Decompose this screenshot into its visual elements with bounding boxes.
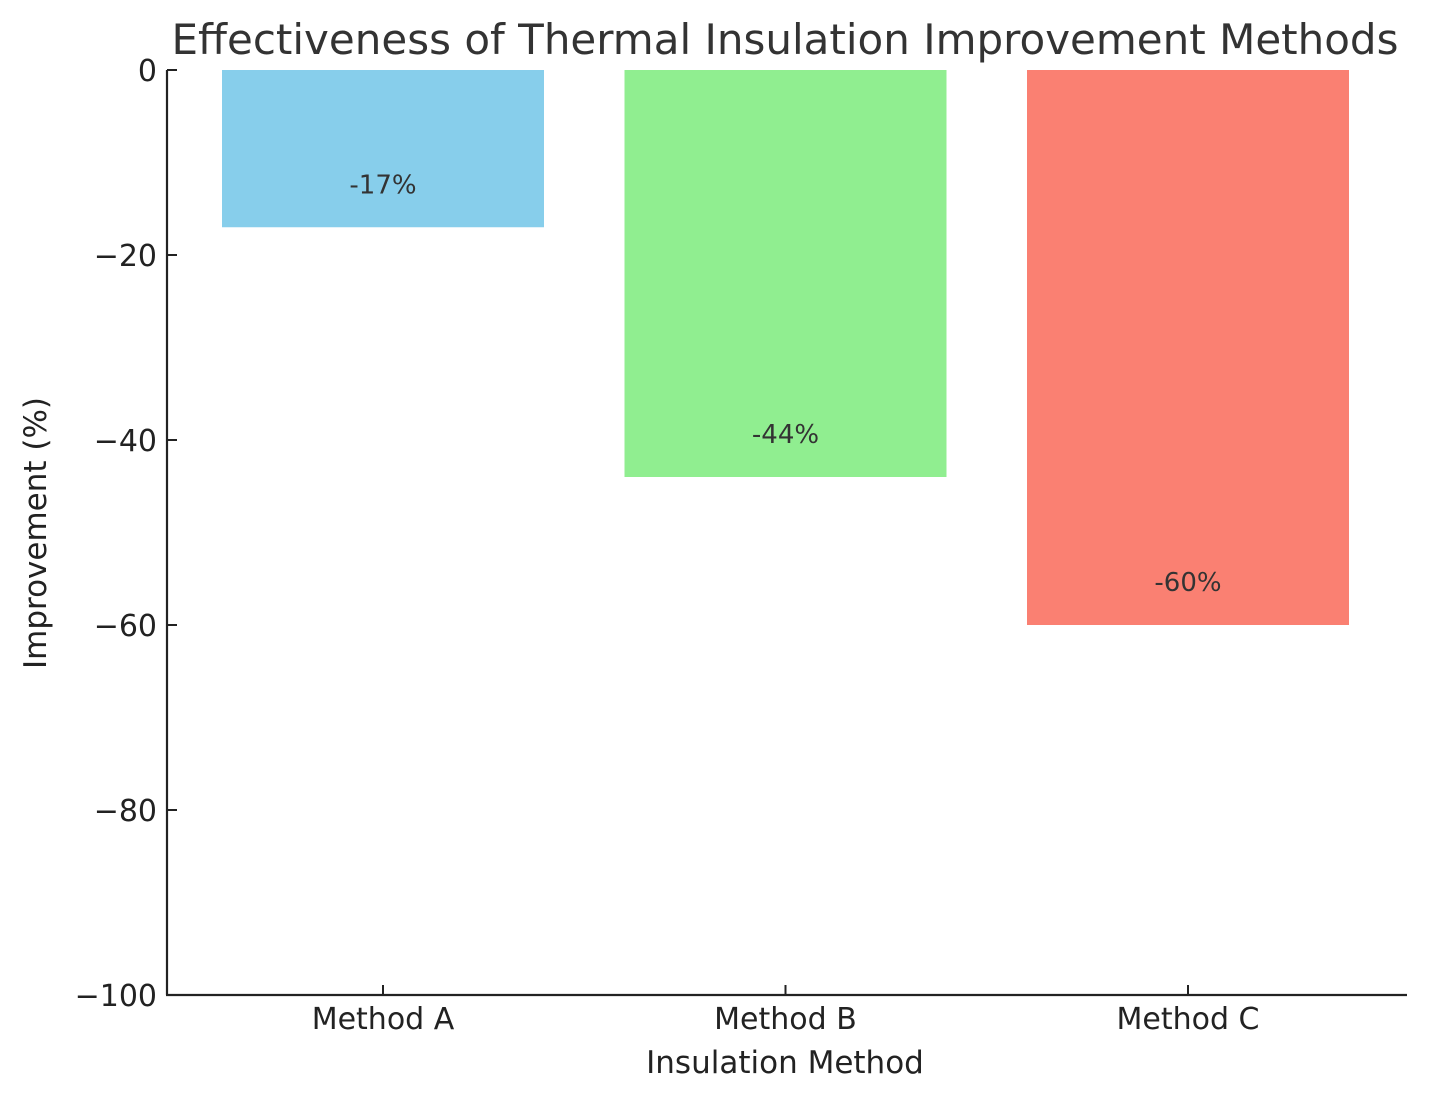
y-tick-label: −100 bbox=[75, 979, 157, 1014]
data-label: -44% bbox=[752, 420, 819, 450]
y-axis-label: Improvement (%) bbox=[18, 397, 54, 669]
y-tick-label: 0 bbox=[138, 54, 157, 89]
y-tick-label: −40 bbox=[94, 424, 157, 459]
data-labels-group: -17% -44% -60% bbox=[349, 170, 1221, 598]
bar-method-c bbox=[1027, 70, 1349, 625]
data-label: -17% bbox=[349, 170, 416, 200]
x-tick-label: Method A bbox=[312, 1002, 455, 1037]
x-ticks-group: Method A Method B Method C bbox=[312, 985, 1260, 1037]
y-tick-label: −80 bbox=[94, 794, 157, 829]
chart-title: Effectiveness of Thermal Insulation Impr… bbox=[172, 15, 1399, 64]
y-tick-label: −60 bbox=[94, 609, 157, 644]
y-ticks-group: 0 −20 −40 −60 −80 −100 bbox=[75, 54, 177, 1014]
x-axis-label: Insulation Method bbox=[646, 1045, 924, 1081]
x-tick-label: Method C bbox=[1117, 1002, 1260, 1037]
x-tick-label: Method B bbox=[714, 1002, 857, 1037]
bars-group bbox=[222, 70, 1349, 625]
data-label: -60% bbox=[1154, 568, 1221, 598]
bar-method-a bbox=[222, 70, 544, 228]
y-tick-label: −20 bbox=[94, 239, 157, 274]
bar-method-b bbox=[624, 70, 947, 477]
